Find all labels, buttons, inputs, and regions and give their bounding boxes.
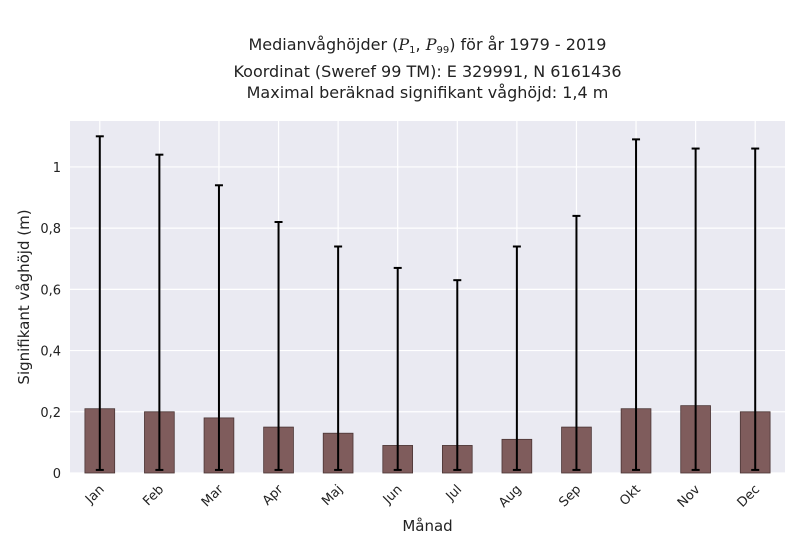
x-tick-label: Jun (380, 482, 406, 508)
y-tick-label: 0,4 (40, 345, 61, 360)
x-tick-label: Feb (140, 482, 167, 509)
y-tick-label: 0 (53, 467, 61, 482)
y-axis-ticks: 0 0,2 0,4 0,6 0,8 1 (40, 161, 61, 482)
chart-subtitle-coordinates: Koordinat (Sweref 99 TM): E 329991, N 61… (233, 62, 622, 81)
x-axis-ticks: Jan Feb Mar Apr Maj Jun Jul Aug Sep Okt Nov Dec (82, 482, 763, 511)
title-suffix: ) för år 1979 - 2019 (449, 35, 607, 54)
y-tick-label: 0,2 (40, 406, 61, 421)
x-axis-label: Månad (402, 517, 452, 535)
x-tick-label: Jan (82, 482, 107, 507)
title-prefix: Medianvåghöjder ( (248, 35, 399, 54)
title-p2-sub: 99 (436, 45, 450, 56)
y-axis-label: Signifikant våghöjd (m) (15, 209, 33, 384)
x-tick-label: Jul (443, 482, 465, 504)
x-tick-label: Sep (556, 482, 584, 510)
x-tick-label: Apr (260, 482, 287, 509)
x-tick-label: Okt (617, 482, 644, 509)
title-p1-sub: 1 (409, 45, 416, 56)
x-tick-label: Dec (735, 482, 763, 510)
plot-area (70, 121, 785, 473)
chart-title-block: Medianvåghöjder (P1, P99) för år 1979 - … (0, 34, 800, 103)
title-sep: , (415, 35, 426, 54)
title-p1: P (398, 35, 410, 54)
chart-subtitle-max-wave: Maximal beräknad signifikant våghöjd: 1,… (246, 83, 609, 102)
x-tick-label: Maj (319, 482, 346, 509)
y-tick-label: 1 (53, 161, 61, 176)
y-tick-label: 0,6 (40, 283, 61, 298)
title-p2: P (425, 35, 437, 54)
y-tick-label: 0,8 (40, 222, 61, 237)
x-tick-label: Nov (675, 482, 704, 511)
x-tick-label: Mar (199, 482, 227, 510)
error-bars (95, 135, 760, 471)
chart-title: Medianvåghöjder (P1, P99) för år 1979 - … (0, 34, 800, 61)
x-tick-label: Aug (496, 482, 525, 511)
